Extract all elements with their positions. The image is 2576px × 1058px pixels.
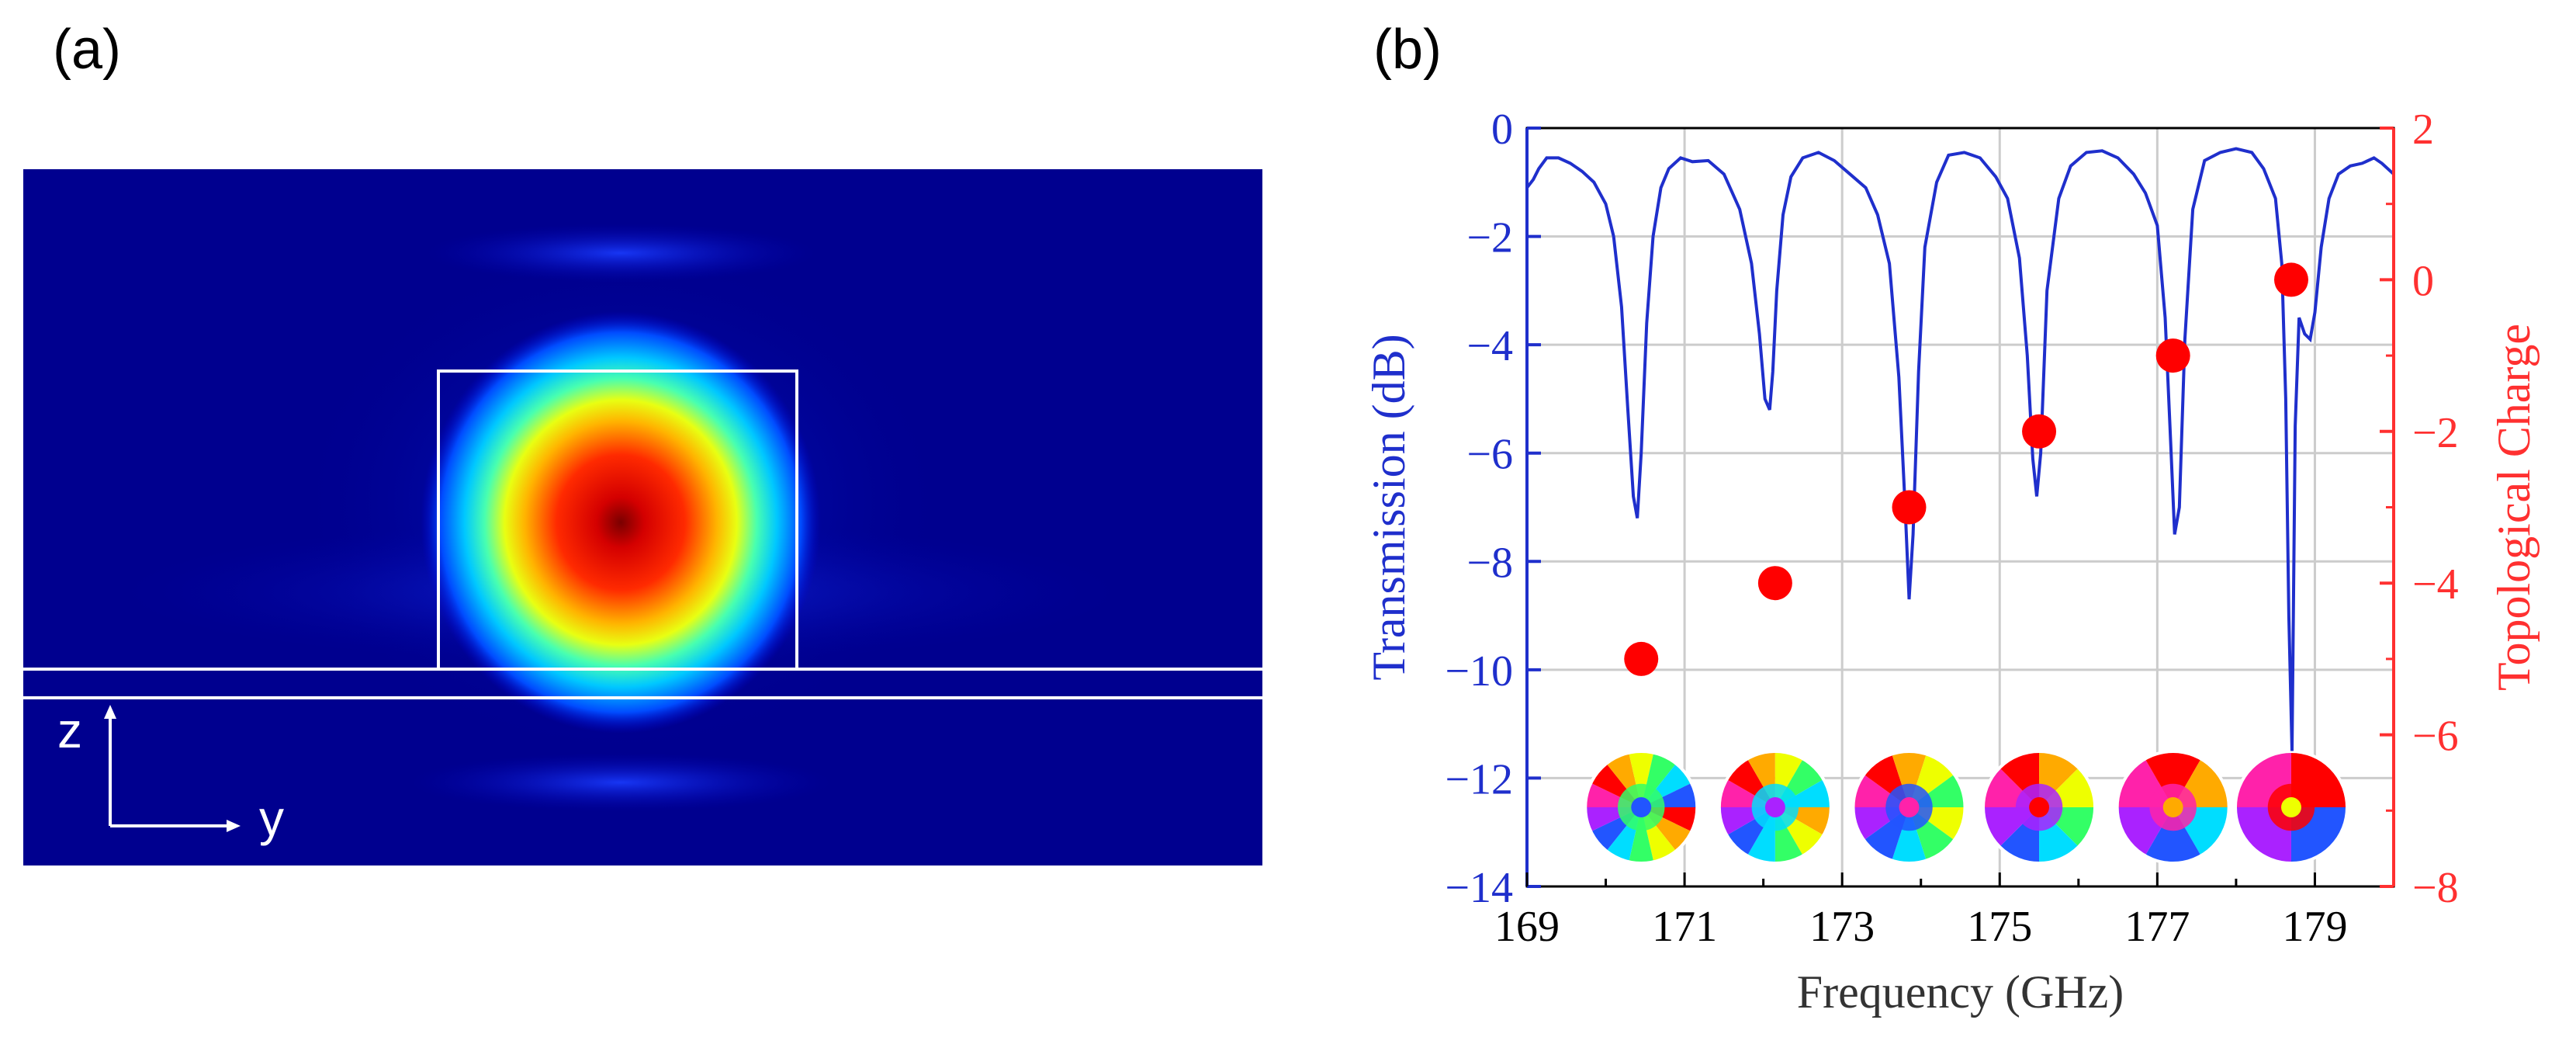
right-tick-label: −6 [2412,713,2459,761]
inset-rim [1851,750,1967,865]
mode-field-map: z y [23,169,1262,865]
inset-rim [2115,750,2231,865]
left-tick-label: −14 [1445,864,1513,912]
inset-rim [1717,750,1833,865]
inset-rim [1584,750,1699,865]
y2-axis-title: Topological Charge [2488,324,2540,691]
inset-sector [1892,807,1927,863]
bottom-tick-label: 173 [1809,903,1875,951]
transmission-line [1525,147,2395,751]
panel-b-label: (b) [1373,19,1442,81]
left-tick-label: 0 [1491,106,1513,154]
y-axis-title: Transmission (dB) [1363,334,1414,680]
right-tick-label: 2 [2412,106,2434,154]
left-tick-label: −6 [1466,431,1513,479]
mode-insets [1584,750,2349,865]
inset-center [2029,797,2050,817]
panel-a-label: (a) [53,19,121,81]
z-axis-label: z [57,702,82,758]
right-tick-label: −8 [2412,864,2459,912]
inset-sector [2145,807,2201,863]
left-tick-label: −12 [1445,755,1513,803]
inset-sector [1629,751,1654,807]
field-upper-lobe [427,224,815,283]
inset-sector [1629,807,1654,863]
inset-rim [1982,750,2097,865]
mode-inset [1584,750,1699,865]
y-arrow-head [227,820,241,832]
bottom-tick-label: 169 [1494,903,1560,951]
bottom-tick-label: 175 [1967,903,2032,951]
field-hotspot [421,311,821,734]
left-axis: 0 −2 −4 −6 −8 −10 −12 −14 [1445,106,1541,912]
mode-inset [2233,750,2349,865]
left-tick-label: −2 [1466,214,1513,262]
mode-inset [2115,750,2231,865]
inset-center [2162,797,2183,817]
mode-inset [1851,750,1967,865]
charge-point [1757,566,1792,601]
bottom-tick-label: 177 [2124,903,2190,951]
transmission-chart: 0−2−4−6−8−10−12−14 20−2−4−6−8 169 171 173 1… [1363,106,2540,1018]
charge-point [1892,490,1927,525]
x-axis-title: Frequency (GHz) [1797,966,2124,1018]
right-axis: 2 0 −2 −4 −6 −8 [2380,106,2459,912]
left-tick-label: −8 [1466,539,1513,587]
bottom-tick-label: 171 [1652,903,1717,951]
inset-center [2281,797,2301,817]
axis-indicator [104,705,241,832]
left-tick-label: −4 [1466,322,1513,370]
right-tick-label: 0 [2412,257,2434,305]
bottom-axis: 169 171 173 175 177 179 [1494,872,2347,951]
charge-point [2273,262,2308,297]
inset-center [1631,797,1652,817]
charge-point [2022,414,2057,449]
left-tick-label: −10 [1445,647,1513,696]
bottom-tick-label: 179 [2282,903,2347,951]
y-axis-label: y [259,790,284,846]
inset-center [1764,797,1785,817]
mode-inset [1717,750,1833,865]
inset-sector [1892,751,1927,807]
charge-point [2155,338,2190,373]
z-arrow-head [104,705,116,719]
charge-point [1624,641,1659,676]
inset-center [1899,797,1920,817]
mode-inset [1982,750,2097,865]
right-tick-label: −2 [2412,409,2459,457]
field-lower-lobe [411,753,830,812]
inset-sector [2145,751,2201,807]
right-tick-label: −4 [2412,560,2459,609]
inset-rim [2233,750,2349,865]
charge-points [1624,262,2308,676]
